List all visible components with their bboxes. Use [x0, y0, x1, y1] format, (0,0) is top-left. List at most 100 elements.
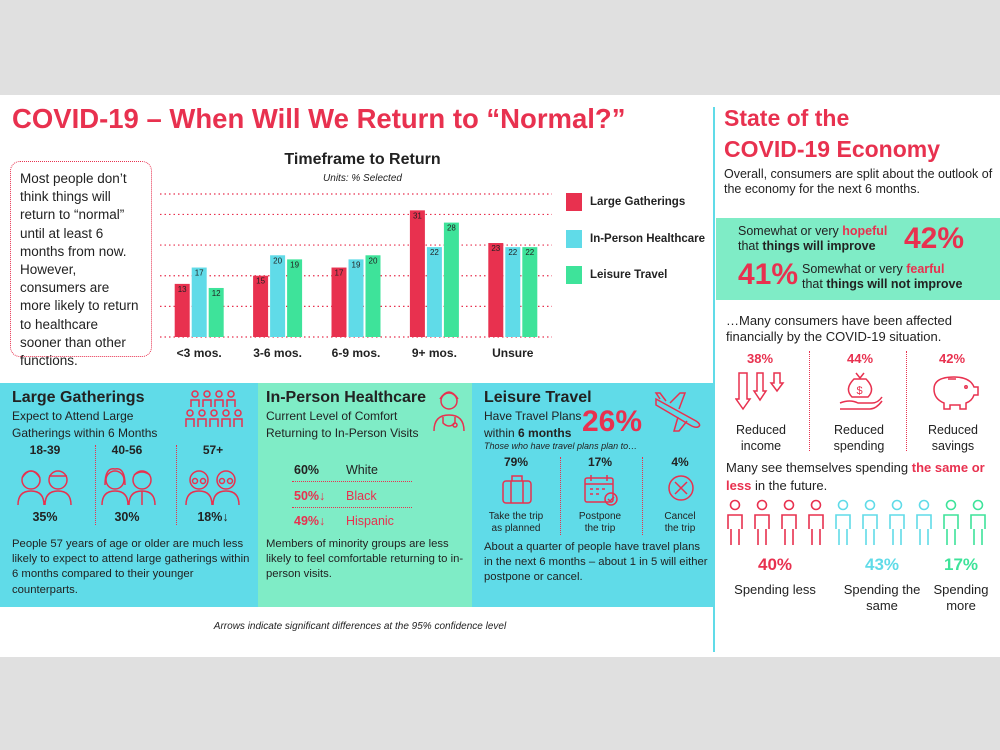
divider [560, 457, 561, 535]
infographic: COVID-19 – When Will We Return to “Norma… [0, 95, 1000, 657]
legend-label: In-Person Healthcare [590, 233, 706, 245]
young-people-icon [17, 470, 72, 506]
financial-pct: 38% [746, 351, 774, 366]
intro-box: Most people don’t think things will retu… [10, 161, 152, 368]
divider [176, 445, 177, 525]
spending-label: Spending more [916, 582, 1000, 614]
bar-value-label: 17 [335, 269, 344, 278]
bar-value-label: 19 [290, 260, 299, 269]
healthcare-row: 50%↓ Black [294, 489, 414, 503]
text-part: Somewhat or very [738, 224, 839, 238]
text-part: Somewhat or very [802, 262, 903, 276]
spending-pct: 17% [943, 555, 979, 574]
bar [443, 222, 459, 337]
label-line: Spending the [843, 582, 921, 597]
bar-value-label: 31 [413, 211, 422, 220]
label-line: Reduced [735, 423, 787, 437]
text-part: that [738, 239, 759, 253]
airplane-icon [654, 392, 701, 432]
chart-subtitle: Units: % Selected [323, 173, 402, 184]
label-line: as planned [491, 523, 541, 534]
age-label: 57+ [202, 443, 224, 457]
label-line: the trip [664, 523, 696, 534]
bar-value-label: 13 [178, 285, 187, 294]
travel-caption: Those who have travel plans plan to… [484, 441, 638, 451]
economy-title-line: State of the [724, 105, 850, 131]
text-part: things will improve [762, 239, 876, 253]
row-pct: 50%↓ [294, 489, 326, 503]
panel-body: People 57 years of age or older are much… [12, 538, 250, 596]
age-value-highlight: 18%↓ [197, 510, 229, 524]
label-line: the trip [584, 523, 616, 534]
healthcare-row: 49%↓ Hispanic [294, 514, 414, 528]
person-icon [835, 499, 851, 545]
fearful-pct: 41% [738, 258, 799, 291]
divider [642, 457, 643, 535]
text-part: in the future. [754, 478, 828, 493]
spending-label: Spending less [730, 582, 820, 598]
category-label: 6-9 mos. [332, 346, 381, 360]
age-label: 40-56 [111, 443, 143, 457]
label-line: Spending [933, 582, 989, 597]
category-label: Unsure [492, 346, 534, 360]
healthcare-panel: In-Person Healthcare Current Level of Co… [258, 383, 472, 607]
subheading-part: within [484, 425, 515, 440]
legend-swatch [566, 193, 582, 211]
text-part: Many see themselves spending [726, 460, 909, 475]
crowd-icon [185, 390, 243, 427]
down-arrows-icon [735, 372, 785, 411]
divider [906, 351, 907, 451]
bar-value-label: 22 [525, 248, 534, 257]
cancel-icon [668, 475, 694, 501]
legend-item-travel: Leisure Travel [566, 266, 705, 284]
row-label: White [346, 463, 378, 477]
footnote: Arrows indicate significant differences … [213, 621, 507, 632]
panel-subheading: Current Level of Comfort Returning to In… [266, 409, 419, 440]
row-label: Black [346, 489, 377, 503]
text-part: the same or less [726, 460, 985, 493]
age-value: 30% [114, 510, 140, 524]
age-value: 35% [32, 510, 58, 524]
spending-label: Spending the same [837, 582, 927, 614]
subheading-part: Have Travel Plans [484, 409, 582, 423]
older-people-icon [185, 470, 240, 506]
travel-pct: 17% [587, 455, 613, 469]
large-gatherings-panel: Large Gatherings Expect to Attend Large … [0, 383, 258, 607]
label-line: savings [931, 439, 975, 453]
person-icon [889, 499, 905, 545]
panel-heading: Leisure Travel [484, 389, 592, 406]
label-line: Take the trip [488, 511, 544, 522]
calendar-icon [584, 475, 618, 506]
bar-value-label: 22 [430, 248, 439, 257]
outlook-band: Somewhat or very hopeful that things wil… [716, 218, 1000, 300]
bar [287, 259, 303, 337]
label-line: Cancel [664, 511, 696, 522]
middle-aged-people-icon [101, 468, 156, 506]
chart-legend: Large Gatherings In-Person Healthcare Le… [566, 193, 705, 284]
label-line: same [866, 598, 898, 613]
bar [191, 267, 207, 337]
bar-value-label: 12 [212, 289, 221, 298]
person-icon [943, 499, 959, 545]
bar [348, 259, 364, 337]
travel-big-pct: 26% [582, 405, 643, 438]
travel-label: Take the trip as planned [480, 511, 552, 535]
bar [409, 210, 425, 337]
bar [365, 255, 381, 337]
panel-body: Members of minority groups are less like… [266, 538, 464, 581]
person-icon [808, 499, 824, 545]
person-icon [754, 499, 770, 545]
chart-title: Timeframe to Return [284, 151, 441, 168]
divider [95, 445, 96, 525]
bar [488, 243, 504, 337]
bar [522, 247, 538, 337]
person-icon [727, 499, 743, 545]
category-label: 9+ mos. [412, 346, 457, 360]
panel-body: About a quarter of people have travel pl… [484, 541, 708, 584]
label-line: income [740, 439, 782, 453]
page-title: COVID-19 – When Will We Return to “Norma… [12, 103, 626, 134]
economy-title: State of the COVID-19 Economy [724, 103, 940, 165]
travel-label: Postpone the trip [564, 511, 636, 535]
panel-subheading: Have Travel Plans within 6 months [484, 408, 594, 441]
hopeful-pct: 42% [904, 222, 965, 255]
